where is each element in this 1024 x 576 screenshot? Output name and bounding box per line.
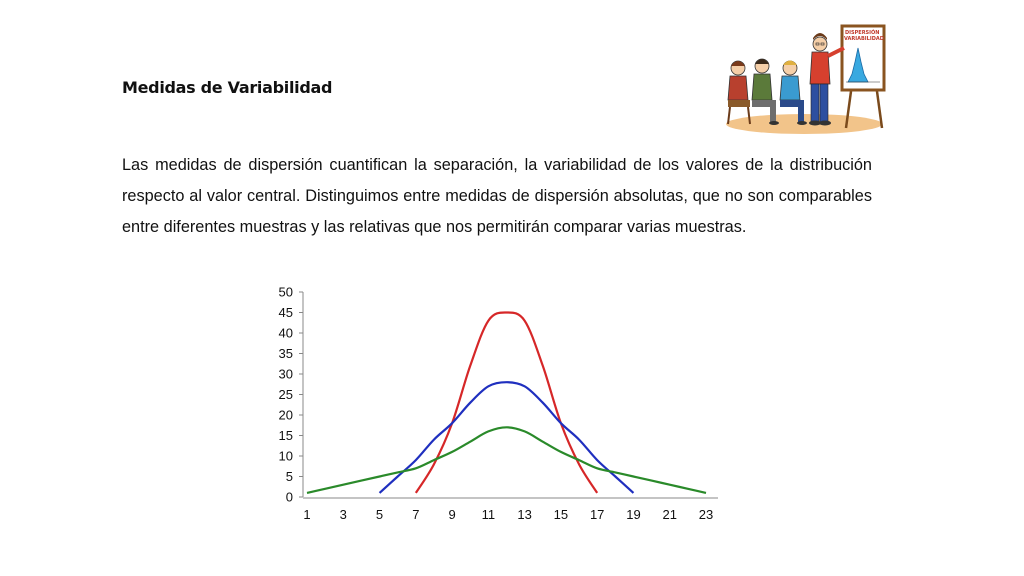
student-figure-3 [779,60,807,125]
x-tick-label: 13 [517,507,531,522]
x-tick-label: 11 [482,507,496,522]
x-tick-label: 23 [699,507,713,522]
y-tick-label: 30 [279,367,293,382]
y-tick-label: 25 [279,387,293,402]
x-tick-label: 9 [448,507,455,522]
y-tick-label: 40 [279,326,293,341]
student-figure-2 [751,58,779,125]
y-tick-label: 20 [279,408,293,423]
y-tick-label: 45 [279,305,293,320]
series-line-1 [414,311,599,494]
x-tick-label: 3 [340,507,347,522]
slide-title: Medidas de Variabilidad [122,78,333,97]
x-tick-label: 15 [554,507,568,522]
y-tick-label: 35 [279,346,293,361]
y-tick-label: 15 [279,428,293,443]
board-bell-curve [847,47,869,83]
board-label-2: VARIABILIDAD [844,36,884,42]
classroom-illustration: DISPERSIÓN VARIABILIDAD [726,24,886,134]
x-tick-label: 21 [662,507,676,522]
y-tick-label: 5 [286,469,293,484]
x-tick-label: 1 [303,507,310,522]
x-tick-label: 17 [590,507,604,522]
chart-series [306,311,707,494]
board-label-1: DISPERSIÓN [845,29,879,36]
y-tick-label: 10 [279,449,293,464]
presenter-figure [809,33,845,126]
body-paragraph: Las medidas de dispersión cuantifican la… [122,156,872,236]
y-tick-label: 0 [286,490,293,505]
x-tick-label: 19 [626,507,640,522]
series-line-3 [306,426,707,494]
series-line-2 [378,381,635,494]
x-tick-label: 7 [412,507,419,522]
student-figure-1 [727,60,751,125]
easel-board: DISPERSIÓN VARIABILIDAD [840,24,886,129]
x-tick-label: 5 [376,507,383,522]
y-tick-label: 50 [279,285,293,300]
